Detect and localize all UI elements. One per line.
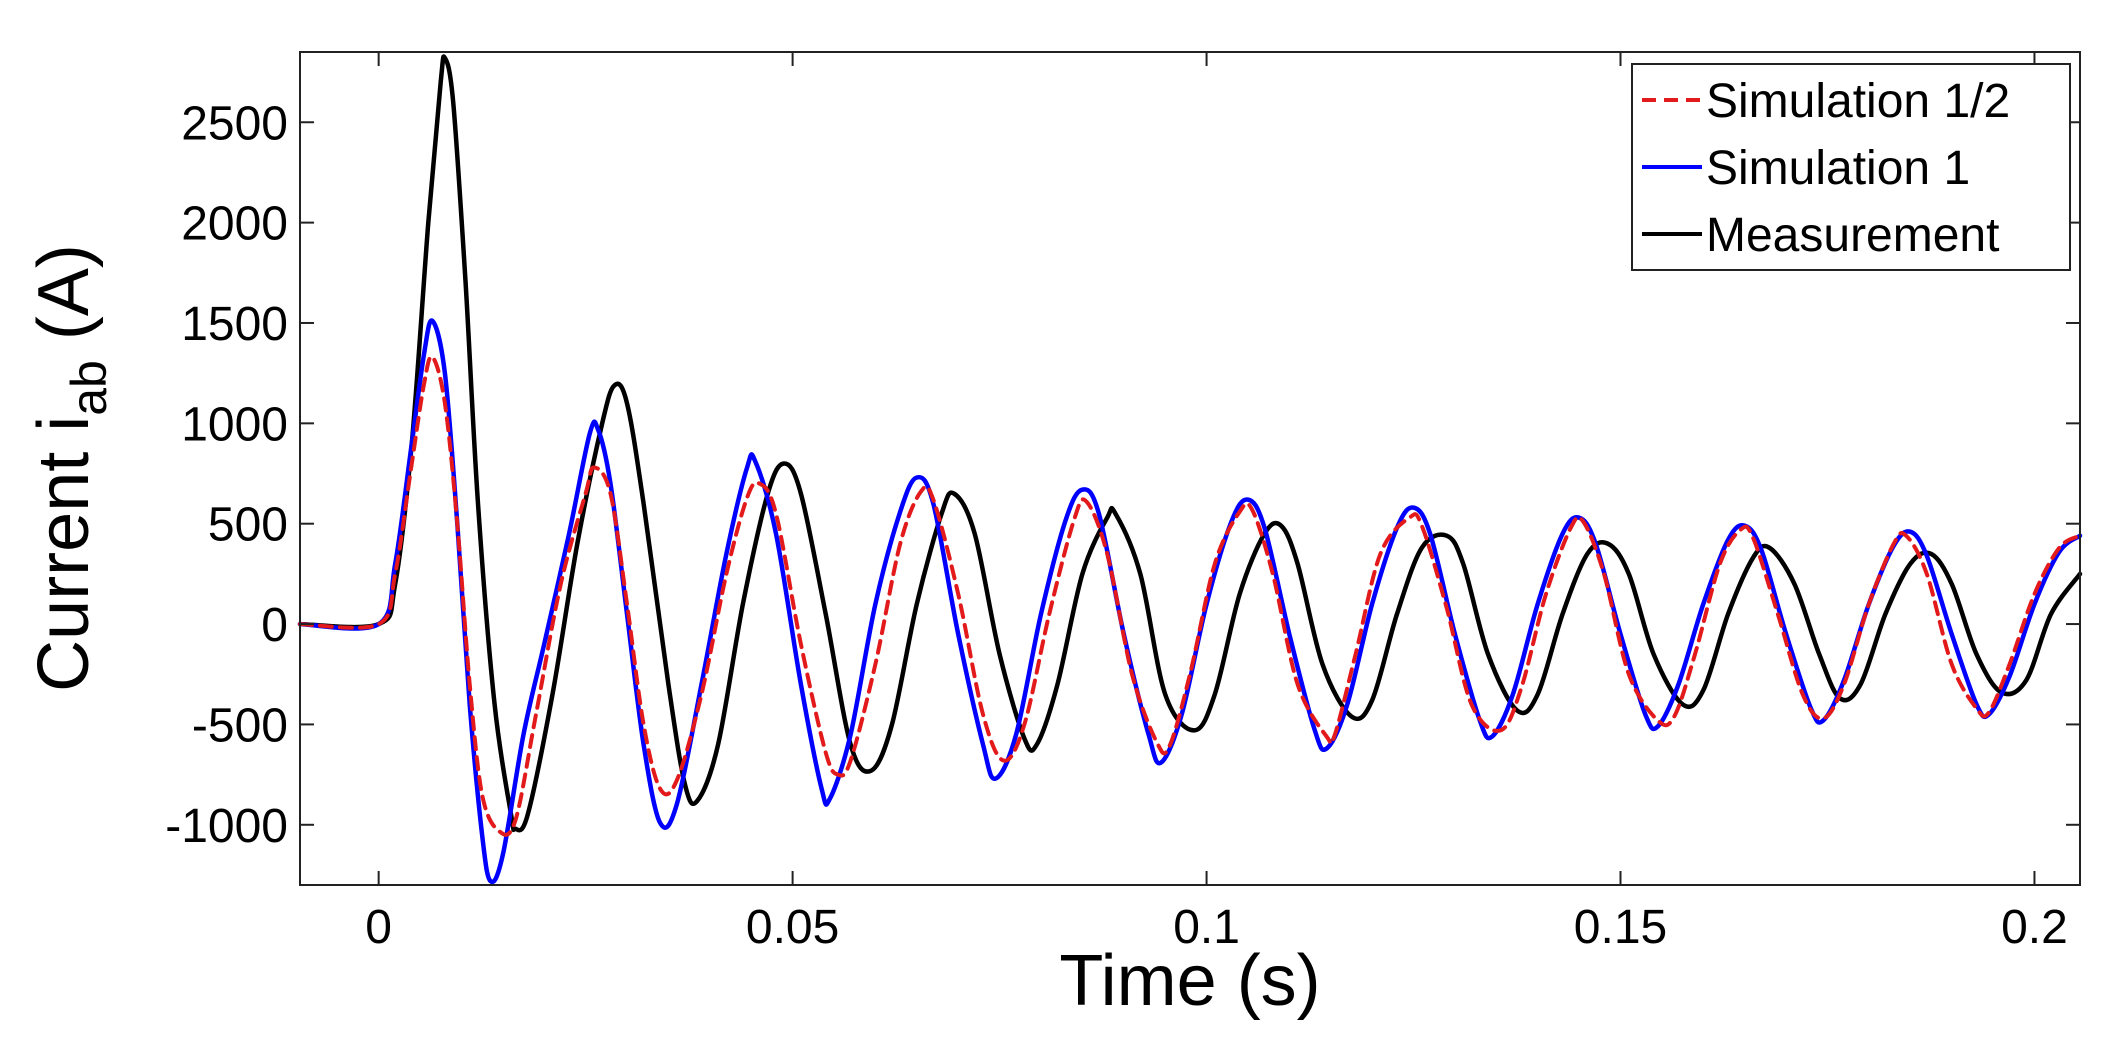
y-axis-title: Current iab (A) bbox=[24, 244, 117, 692]
legend-entry-simulation-half: Simulation 1/2 bbox=[1642, 75, 2010, 128]
x-tick-label: 0.2 bbox=[2001, 901, 2068, 954]
y-tick-label: 2000 bbox=[181, 198, 288, 251]
x-tick-label: 0.05 bbox=[746, 901, 839, 954]
legend-entry-simulation-1: Simulation 1 bbox=[1642, 142, 1970, 195]
y-tick-label: 1000 bbox=[181, 398, 288, 451]
legend: Simulation 1/2 Simulation 1 Measurement bbox=[1631, 63, 2071, 271]
legend-box bbox=[1631, 63, 2071, 271]
series-line-measurement bbox=[297, 54, 2083, 833]
x-tick-label: 0.15 bbox=[1574, 901, 1667, 954]
x-axis-title: Time (s) bbox=[1059, 941, 1320, 1021]
y-tick-label: 0 bbox=[261, 599, 288, 652]
y-tick-label: -1000 bbox=[165, 800, 288, 853]
legend-label-measurement: Measurement bbox=[1706, 209, 1999, 262]
y-axis-title-unit: (A) bbox=[24, 244, 104, 360]
legend-entry-measurement: Measurement bbox=[1642, 209, 1999, 262]
y-axis-title-subscript: ab bbox=[61, 360, 117, 416]
legend-label-simulation-half: Simulation 1/2 bbox=[1706, 75, 2010, 128]
x-tick-label: 0.1 bbox=[1173, 901, 1240, 954]
x-axis-ticks: 0 0.05 0.1 0.15 0.2 bbox=[365, 52, 2068, 954]
legend-label-simulation-1: Simulation 1 bbox=[1706, 142, 1970, 195]
x-tick-label: 0 bbox=[365, 901, 392, 954]
plot-frame bbox=[299, 51, 2081, 886]
y-tick-label: -500 bbox=[192, 699, 288, 752]
series-layer bbox=[297, 54, 2083, 885]
y-axis-ticks: -1000 -500 0 500 1000 1500 2000 2500 bbox=[165, 97, 2080, 853]
y-tick-label: 2500 bbox=[181, 97, 288, 150]
series-line-simulation-1-2 bbox=[298, 354, 2082, 837]
y-tick-label: 1500 bbox=[181, 298, 288, 351]
y-axis-title-main: Current i bbox=[24, 416, 104, 692]
y-tick-label: 500 bbox=[208, 499, 288, 552]
